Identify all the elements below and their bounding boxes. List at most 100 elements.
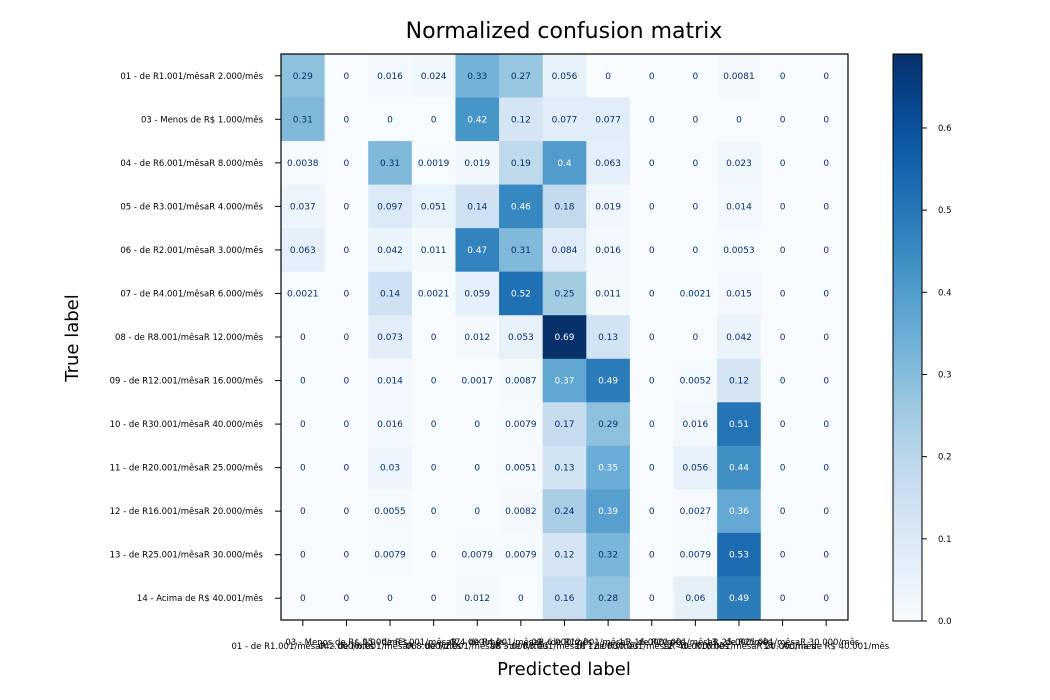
cell-value-label: 0.36 (729, 507, 749, 517)
cell-value-label: 0.47 (467, 246, 487, 256)
cell-value-label: 0 (387, 594, 393, 604)
heatmap-cell (804, 445, 849, 490)
heatmap-cell (542, 358, 587, 403)
cell-value-label: 0 (300, 377, 306, 387)
heatmap-cell (368, 576, 413, 621)
heatmap-cell (411, 576, 456, 621)
heatmap-cell (324, 576, 369, 621)
heatmap-cell (629, 271, 675, 316)
cell-value-label: 0 (518, 594, 524, 604)
cell-value-label: 0 (692, 72, 698, 82)
heatmap-cell (368, 445, 413, 490)
heatmap-cell (411, 315, 456, 360)
heatmap-cell (411, 228, 456, 273)
heatmap-cell (455, 532, 500, 577)
heatmap-cell (804, 54, 849, 99)
heatmap-cell (586, 489, 631, 534)
heatmap-cell (717, 576, 762, 621)
heatmap-cell (455, 54, 500, 99)
x-tick-label: 09 - de R12.001/mêsaR 16.000/mês (531, 637, 685, 648)
cell-value-label: 0.012 (464, 594, 490, 604)
cell-value-label: 0 (431, 420, 437, 430)
cell-value-label: 0 (431, 594, 437, 604)
heatmap-cell (629, 141, 675, 186)
colorbar-tick-label: 0.6 (938, 124, 952, 134)
heatmap-cell (629, 358, 675, 403)
heatmap-cell (673, 315, 718, 360)
x-tick-label: 06 - de R2.001/mêsaR 3.000/mês (406, 641, 549, 652)
heatmap-cell (673, 576, 718, 621)
cell-value-label: 0 (649, 333, 655, 343)
cell-value-label: 0 (344, 420, 350, 430)
colorbar-tick-label: 0.3 (938, 370, 952, 380)
heatmap-cell (368, 228, 413, 273)
cell-value-label: 0 (387, 115, 393, 125)
cell-value-label: 0 (649, 202, 655, 212)
heatmap-cell (673, 97, 718, 142)
y-axis-ticks: 01 - de R1.001/mêsaR 2.000/mês 03 - Menos… (110, 71, 281, 604)
heatmap-cell (499, 228, 544, 273)
heatmap-cell (673, 489, 718, 534)
cell-value-label: 0.012 (464, 333, 490, 343)
heatmap-cell (586, 97, 631, 142)
cell-value-label: 0.056 (682, 464, 708, 474)
heatmap-cell (717, 315, 762, 360)
y-tick-label: 11 - de R20.001/mêsaR 25.000/mês (110, 463, 264, 474)
heatmap-cell (760, 141, 805, 186)
heatmap-cell (804, 358, 849, 403)
heatmap-cell (760, 489, 805, 534)
heatmap-cell (324, 228, 369, 273)
cell-value-label: 0.0082 (505, 507, 537, 517)
heatmap-cell (324, 532, 369, 577)
cell-value-label: 0 (649, 246, 655, 256)
cell-value-label: 0 (823, 72, 829, 82)
cell-value-label: 0 (780, 551, 786, 561)
cell-value-label: 0 (431, 507, 437, 517)
cell-value-label: 0.0079 (505, 420, 537, 430)
cell-value-label: 0 (649, 289, 655, 299)
cell-value-label: 0.29 (293, 72, 313, 82)
cell-value-label: 0.35 (598, 464, 618, 474)
cell-value-label: 0 (344, 551, 350, 561)
heatmap-cell (717, 402, 762, 447)
heatmap-cell (760, 184, 805, 229)
heatmap-cell (411, 54, 456, 99)
heatmap-cell (804, 141, 849, 186)
colorbar-ticks: 0.0 0.1 0.2 0.3 0.4 0.5 0.6 (922, 124, 952, 627)
cell-value-label: 0.18 (554, 202, 574, 212)
heatmap-cell (760, 532, 805, 577)
cell-value-label: 0.16 (554, 594, 574, 604)
heatmap-cell (586, 358, 631, 403)
heatmap-cell (717, 358, 762, 403)
heatmap-cell (499, 184, 544, 229)
heatmap-cell (760, 402, 805, 447)
heatmap-cell (673, 141, 718, 186)
cell-value-label: 0 (344, 507, 350, 517)
heatmap-cell (542, 445, 587, 490)
cell-value-label: 0.0053 (723, 246, 755, 256)
colorbar-tick-label: 0.5 (938, 206, 952, 216)
x-tick-label: 07 - de R4.001/mêsaR 6.000/mês (450, 637, 593, 648)
y-tick-label: 12 - de R16.001/mêsaR 20.000/mês (110, 506, 264, 517)
cell-value-label: 0 (780, 72, 786, 82)
heatmap-cell (717, 489, 762, 534)
heatmap-cell (324, 445, 369, 490)
heatmap-cell (673, 228, 718, 273)
cell-value-label: 0 (692, 202, 698, 212)
cell-value-label: 0 (823, 333, 829, 343)
heatmap-cell (499, 358, 544, 403)
cell-value-label: 0.051 (421, 202, 447, 212)
heatmap-cell (368, 184, 413, 229)
x-tick-label: 11 - de R20.001/mêsaR 25.000/mês (619, 637, 773, 648)
heatmap-cell (499, 445, 544, 490)
cell-value-label: 0 (344, 289, 350, 299)
heatmap-cell (629, 228, 675, 273)
heatmap-cell (281, 271, 326, 316)
heatmap-cell (586, 271, 631, 316)
cell-value-label: 0 (692, 246, 698, 256)
cell-value-label: 0 (649, 551, 655, 561)
heatmap-cell (324, 358, 369, 403)
cell-value-label: 0 (344, 202, 350, 212)
